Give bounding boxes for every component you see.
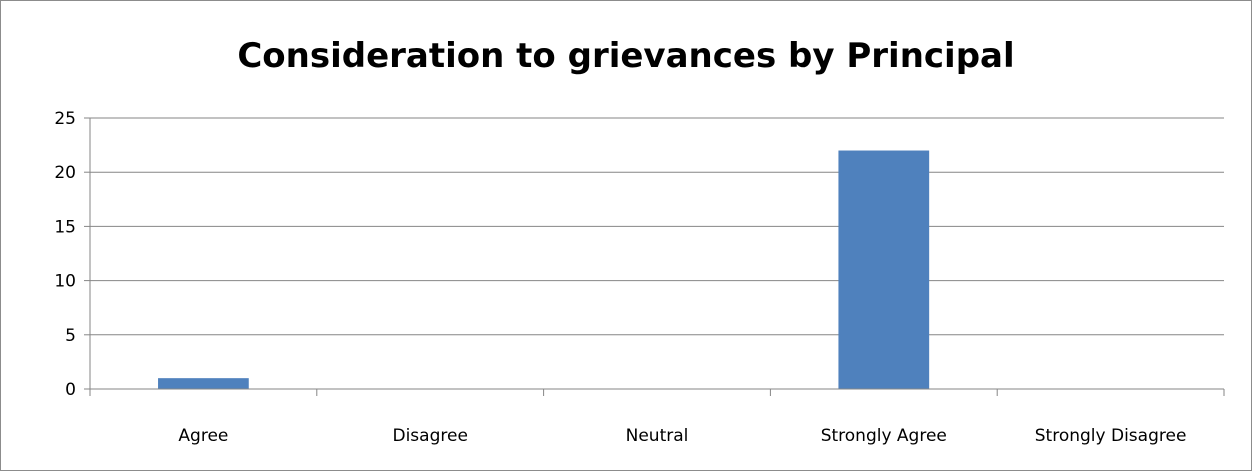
x-tick-label: Agree [178,426,228,446]
tick-labels: 0 5 10 15 20 25 Agree Disagree Neutral Strongly A… [54,109,1186,446]
gridlines [90,117,1224,336]
bar-agree [158,378,249,389]
x-tick-label: Strongly Disagree [1035,426,1187,446]
axes [84,117,1225,396]
y-tick-label: 25 [54,109,76,129]
bars [158,150,930,389]
y-tick-label: 15 [54,217,76,237]
x-tick-label: Strongly Agree [821,426,947,446]
chart-title: Consideration to grievances by Principal [237,36,1015,76]
x-tick-label: Neutral [626,426,689,446]
bar-strongly-agree [838,150,930,389]
y-tick-label: 0 [65,380,76,400]
y-tick-label: 20 [54,163,76,183]
y-tick-label: 10 [54,272,76,292]
y-tick-label: 5 [65,326,76,346]
x-tick-label: Disagree [392,426,467,446]
